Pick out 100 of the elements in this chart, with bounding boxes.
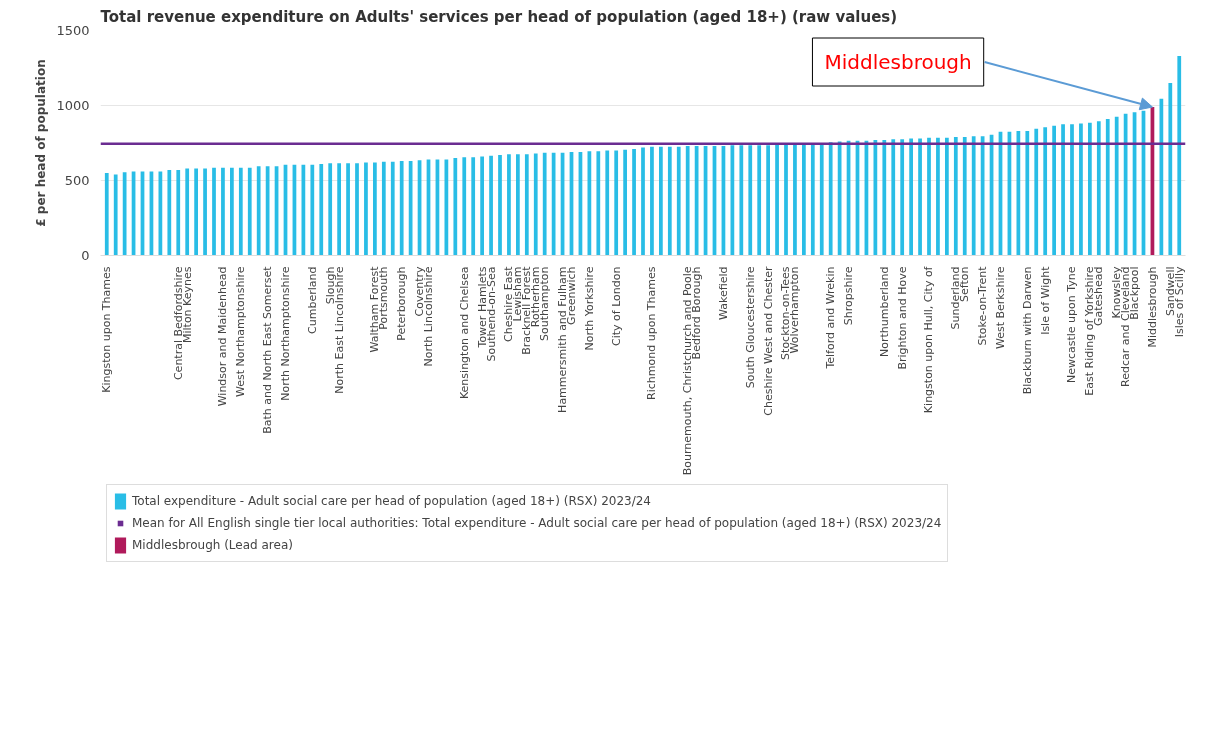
bar [936,137,940,256]
bar [650,146,654,256]
bar [605,150,610,256]
bar [676,146,681,256]
x-tick-label: Cheshire West and Chester [761,266,775,416]
legend-label: Middlesbrough (Lead area) [132,538,293,552]
bar [1034,128,1039,256]
bar [659,146,663,256]
x-tick-label: Newcastle upon Tyne [1065,266,1079,384]
bar [480,156,484,256]
bar [775,144,779,256]
x-tick-label: Kingston upon Hull, City of [922,265,936,414]
bar [113,174,118,256]
bar [900,139,905,256]
bar [757,145,762,256]
bar [310,164,315,256]
bar [328,163,333,256]
bar [784,144,788,256]
bar [918,138,922,256]
bar [596,151,601,256]
bar [212,167,216,256]
bar [1096,121,1101,256]
x-tick-label: Stoke-on-Trent [976,265,990,346]
bar [1079,123,1083,256]
bar [373,162,377,256]
bar [247,167,252,256]
x-tick-label: Telford and Wrekin [824,266,838,370]
x-tick-label: Richmond upon Thames [645,266,659,400]
bar [748,145,753,256]
bar [498,155,502,256]
bar [873,140,878,256]
bar [819,143,824,256]
x-tick-label: Wolverhampton [788,266,802,354]
x-tick-label: North Northamptonshire [279,266,292,401]
bar [1025,131,1030,256]
bar [176,170,181,256]
bar [221,167,225,256]
bar [1114,116,1119,256]
bar [793,143,797,256]
bar [1043,127,1048,256]
bar [623,149,627,256]
bar [1159,98,1164,256]
bar [238,167,243,256]
bar [408,161,413,256]
bar [337,163,342,256]
bar [346,163,350,256]
bar [1168,83,1173,256]
y-tick-label: 1000 [56,98,90,113]
bar [1052,125,1056,256]
bar [551,152,556,256]
bar [542,152,547,256]
x-tick-label: Peterborough [395,266,409,341]
bar [694,146,699,256]
bar [524,154,529,256]
x-tick-label: Brighton and Hove [895,266,909,370]
annotation: Middlesbrough [824,50,972,74]
x-tick-label: Shropshire [842,266,856,326]
bar [882,140,887,256]
x-tick-label: Northumberland [877,266,891,357]
bar [944,137,949,256]
y-tick-label: 500 [64,173,90,188]
bar [587,151,592,256]
bar [1016,131,1021,256]
x-tick-label: Isle of Wight [1038,265,1052,335]
bar [1087,122,1092,256]
bar [891,139,896,256]
bar [364,162,368,256]
bar [381,161,386,256]
bar [1177,56,1182,256]
bar [185,168,190,256]
legend-label: Mean for All English single tier local authorities: Total expenditure - Adult social care per head of population (aged 18+) (RSX) 2023/24 [132,516,942,530]
bar [167,170,172,256]
bar [203,168,207,256]
x-tick-label: West Berkshire [994,266,1007,350]
bar [122,172,127,256]
bar [1061,124,1065,256]
x-tick-label: City of London [609,266,623,346]
y-tick-label: 1500 [56,23,90,38]
x-tick-label: Portsmouth [377,266,391,330]
bar [507,154,511,256]
bar [632,149,636,256]
bar [104,173,109,256]
bar [614,150,619,256]
bar [766,145,770,256]
bar [471,157,476,256]
bar [962,137,967,256]
bar [355,163,359,256]
bar [909,138,913,256]
bar [194,168,199,256]
bar [971,136,976,256]
bar [319,164,324,256]
x-tick-label: Kingston upon Thames [100,266,114,393]
x-tick-label: South Gloucestershire [743,266,757,389]
bar [730,145,735,256]
x-tick-label: Cumberland [305,266,319,334]
bar [802,143,806,256]
bar [1070,124,1074,256]
y-axis-title: £ per head of population [34,59,49,227]
bar [516,154,520,256]
chart-title: Total revenue expenditure on Adults' services per head of population (aged 18+) (raw values) [100,7,898,26]
